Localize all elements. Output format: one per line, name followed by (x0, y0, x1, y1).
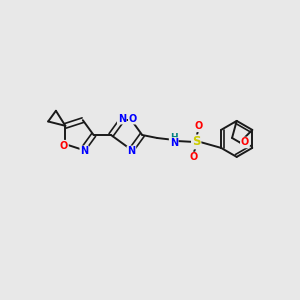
Text: O: O (189, 152, 197, 163)
Text: O: O (60, 141, 68, 151)
Text: S: S (192, 135, 200, 148)
Text: O: O (241, 137, 249, 148)
Text: N: N (169, 138, 178, 148)
Text: N: N (118, 114, 126, 124)
Text: N: N (80, 146, 88, 156)
Text: O: O (194, 121, 202, 131)
Text: N: N (128, 146, 136, 156)
Text: H: H (170, 133, 178, 142)
Text: O: O (129, 114, 137, 124)
